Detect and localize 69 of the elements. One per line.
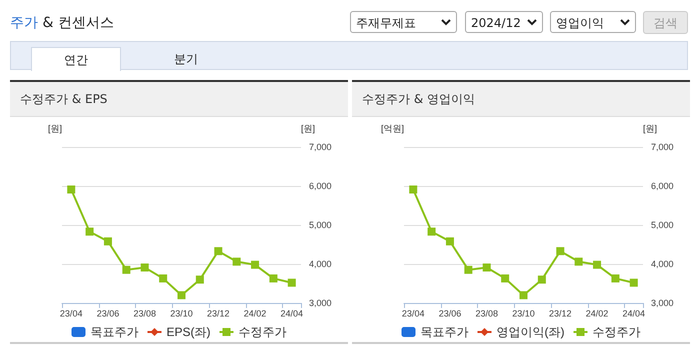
- text: 주재무제표: [356, 16, 416, 30]
- y2-tick-label: 7,000: [309, 142, 332, 152]
- x-tick-label: 24/02: [244, 308, 266, 318]
- y2-tick-label: 5,000: [309, 220, 332, 230]
- text: 2024/12: [471, 16, 521, 30]
- chart-title: 수정주가 & EPS: [10, 82, 348, 117]
- text: 분기: [173, 51, 199, 68]
- text: 연간: [31, 47, 121, 71]
- legend-label: EPS(좌): [166, 325, 211, 339]
- x-tick-label: 23/04: [60, 308, 82, 318]
- point: [140, 264, 149, 272]
- y-axis-title: [억원]: [380, 124, 404, 134]
- text: 검색: [643, 11, 688, 34]
- y-axis-title: [원]: [48, 124, 62, 134]
- x-tick-label: 24/04: [280, 308, 304, 318]
- x-tick-label: 23/12: [549, 308, 572, 318]
- x-tick-label: 23/06: [96, 308, 120, 318]
- y2-tick-label: 6,000: [651, 181, 674, 191]
- point: [538, 276, 546, 284]
- y2-tick-label: 4,000: [309, 259, 332, 269]
- legend-label: 목표주가: [90, 325, 138, 339]
- x-tick-label: 23/12: [207, 308, 230, 318]
- y2-tick-label: 5,000: [651, 220, 674, 230]
- text: 주가 & 컨센서스: [10, 14, 114, 32]
- chart-title: 수정주가 & 영업이익: [352, 82, 690, 117]
- y2-tick-label: 7,000: [651, 142, 674, 152]
- legend-label: 수정주가: [592, 325, 640, 339]
- point: [159, 274, 168, 282]
- x-tick-label: 23/06: [438, 308, 462, 318]
- point: [251, 260, 260, 269]
- point: [574, 258, 583, 266]
- y2-tick-label: 3,000: [651, 298, 674, 308]
- point: [288, 278, 296, 287]
- y2-axis-title: [원]: [643, 124, 658, 134]
- x-tick-label: 23/10: [170, 308, 193, 318]
- point: [122, 266, 130, 274]
- point: [214, 247, 222, 256]
- point: [501, 274, 510, 282]
- point: [611, 274, 620, 282]
- point: [196, 276, 204, 284]
- x-tick-label: 23/08: [475, 308, 498, 318]
- point: [593, 260, 602, 269]
- point: [409, 186, 418, 194]
- point: [446, 237, 454, 246]
- point: [86, 228, 94, 236]
- point: [464, 266, 472, 274]
- legend-label: 목표주가: [420, 325, 469, 339]
- y2-tick-label: 3,000: [309, 298, 332, 308]
- x-tick-label: 24/02: [586, 308, 608, 318]
- point: [104, 237, 112, 246]
- point: [630, 278, 638, 287]
- point: [269, 274, 278, 282]
- legend-label: 수정주가: [238, 325, 286, 339]
- x-tick-label: 23/10: [512, 308, 535, 318]
- point: [428, 228, 436, 236]
- point: [556, 247, 564, 256]
- point: [520, 291, 528, 300]
- x-tick-label: 23/04: [402, 308, 424, 318]
- x-tick-label: 24/04: [622, 308, 646, 318]
- text: 영업이익: [556, 16, 604, 30]
- point: [178, 291, 186, 300]
- legend-label: 영업이익(좌): [496, 325, 565, 339]
- x-tick-label: 23/08: [133, 308, 156, 318]
- point: [482, 264, 491, 272]
- y2-tick-label: 6,000: [309, 181, 332, 191]
- y2-axis-title: [원]: [301, 124, 316, 134]
- y2-tick-label: 4,000: [651, 259, 674, 269]
- point: [232, 258, 241, 266]
- point: [67, 186, 76, 194]
